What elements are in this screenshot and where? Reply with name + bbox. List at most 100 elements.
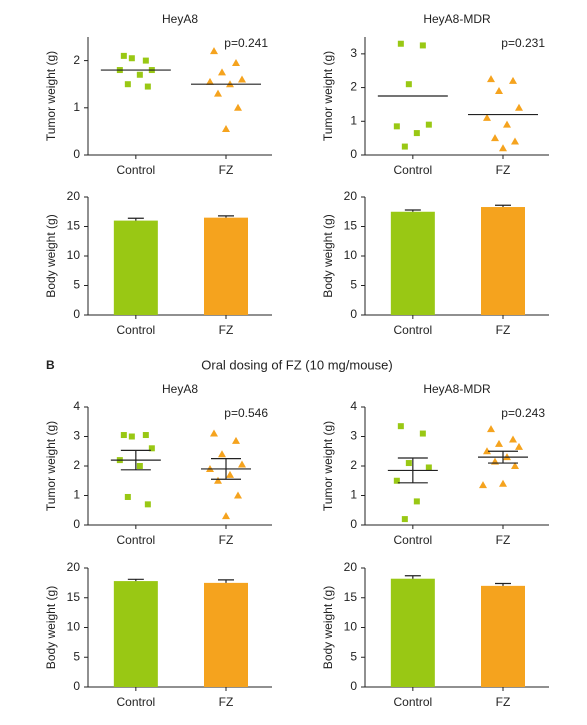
bar xyxy=(113,581,158,687)
y-tick-label: 0 xyxy=(350,679,357,693)
y-tick-label: 0 xyxy=(73,307,80,321)
x-tick-label: Control xyxy=(116,695,155,709)
error-bar xyxy=(120,449,151,471)
p-value: p=0.231 xyxy=(501,36,545,50)
y-tick-label: 2 xyxy=(73,458,80,472)
y-tick-label: 20 xyxy=(344,189,358,203)
y-tick-label: 10 xyxy=(67,248,81,262)
y-tick-label: 1 xyxy=(73,100,80,114)
y-tick-label: 10 xyxy=(67,620,81,634)
y-tick-label: 20 xyxy=(344,560,358,574)
y-axis-label: Body weight (g) xyxy=(44,214,58,297)
point xyxy=(511,462,519,469)
y-tick-label: 1 xyxy=(350,113,357,127)
y-tick-label: 2 xyxy=(73,53,80,67)
point xyxy=(214,476,222,484)
x-tick-label: Control xyxy=(116,323,155,337)
y-axis-label: Body weight (g) xyxy=(321,586,335,669)
x-tick-label: Control xyxy=(116,533,155,547)
point xyxy=(495,439,503,447)
panel-title: HeyA8 xyxy=(162,382,198,396)
p-value: p=0.243 xyxy=(501,406,545,420)
point xyxy=(479,481,487,489)
point xyxy=(499,479,507,487)
section-label: B xyxy=(46,358,55,372)
p-value: p=0.546 xyxy=(224,406,268,420)
point xyxy=(515,103,523,111)
point xyxy=(511,137,519,145)
x-tick-label: Control xyxy=(393,695,432,709)
error-bar xyxy=(404,209,421,212)
x-tick-label: FZ xyxy=(496,533,511,547)
y-tick-label: 15 xyxy=(67,219,81,233)
point xyxy=(144,501,151,508)
y-tick-label: 3 xyxy=(73,429,80,443)
point xyxy=(425,464,432,471)
point xyxy=(487,425,495,433)
point xyxy=(210,429,218,437)
error-bar xyxy=(127,578,144,582)
point xyxy=(509,435,517,443)
error-bar xyxy=(488,450,518,464)
y-tick-label: 5 xyxy=(350,278,357,292)
y-tick-label: 15 xyxy=(344,590,358,604)
point xyxy=(128,55,135,62)
x-tick-label: FZ xyxy=(219,323,234,337)
point xyxy=(509,76,517,84)
point xyxy=(136,463,143,469)
x-tick-label: FZ xyxy=(496,323,511,337)
section-title: Oral dosing of FZ (10 mg/mouse) xyxy=(201,357,392,372)
x-tick-label: Control xyxy=(393,323,432,337)
point xyxy=(148,445,155,452)
x-tick-label: Control xyxy=(393,533,432,547)
y-axis-label: Tumor weight (g) xyxy=(44,421,58,511)
point xyxy=(483,113,491,121)
y-tick-label: 10 xyxy=(344,620,358,634)
x-tick-label: FZ xyxy=(219,695,234,709)
panel-title: HeyA8-MDR xyxy=(423,382,491,396)
point xyxy=(238,460,246,468)
point xyxy=(405,460,412,467)
x-tick-label: FZ xyxy=(219,163,234,177)
y-tick-label: 3 xyxy=(350,46,357,60)
point xyxy=(206,77,214,85)
point xyxy=(222,512,230,520)
y-tick-label: 2 xyxy=(350,458,357,472)
point xyxy=(393,123,400,130)
point xyxy=(495,86,503,94)
y-axis-label: Body weight (g) xyxy=(44,586,58,669)
y-axis-label: Body weight (g) xyxy=(321,214,335,297)
y-axis-label: Tumor weight (g) xyxy=(44,51,58,141)
y-tick-label: 15 xyxy=(67,590,81,604)
point xyxy=(210,47,218,55)
point xyxy=(234,103,242,111)
y-tick-label: 10 xyxy=(344,248,358,262)
y-tick-label: 15 xyxy=(344,219,358,233)
point xyxy=(419,430,426,437)
error-bar xyxy=(397,457,428,484)
point xyxy=(483,447,491,455)
panel-title: HeyA8 xyxy=(162,12,198,26)
point xyxy=(413,130,420,137)
point xyxy=(401,516,408,523)
y-tick-label: 0 xyxy=(350,147,357,161)
bar xyxy=(481,585,525,687)
p-value: p=0.241 xyxy=(224,36,268,50)
point xyxy=(491,134,499,142)
point xyxy=(214,89,222,97)
x-tick-label: FZ xyxy=(496,163,511,177)
bar xyxy=(204,582,248,687)
point xyxy=(232,58,240,66)
y-tick-label: 0 xyxy=(73,679,80,693)
point xyxy=(499,144,507,152)
y-tick-label: 5 xyxy=(73,278,80,292)
point xyxy=(238,75,246,83)
y-tick-label: 20 xyxy=(67,560,81,574)
point xyxy=(128,433,135,440)
error-bar xyxy=(218,215,234,218)
error-bar xyxy=(404,575,421,579)
point xyxy=(142,432,149,439)
y-tick-label: 4 xyxy=(73,399,80,413)
point xyxy=(503,120,511,128)
